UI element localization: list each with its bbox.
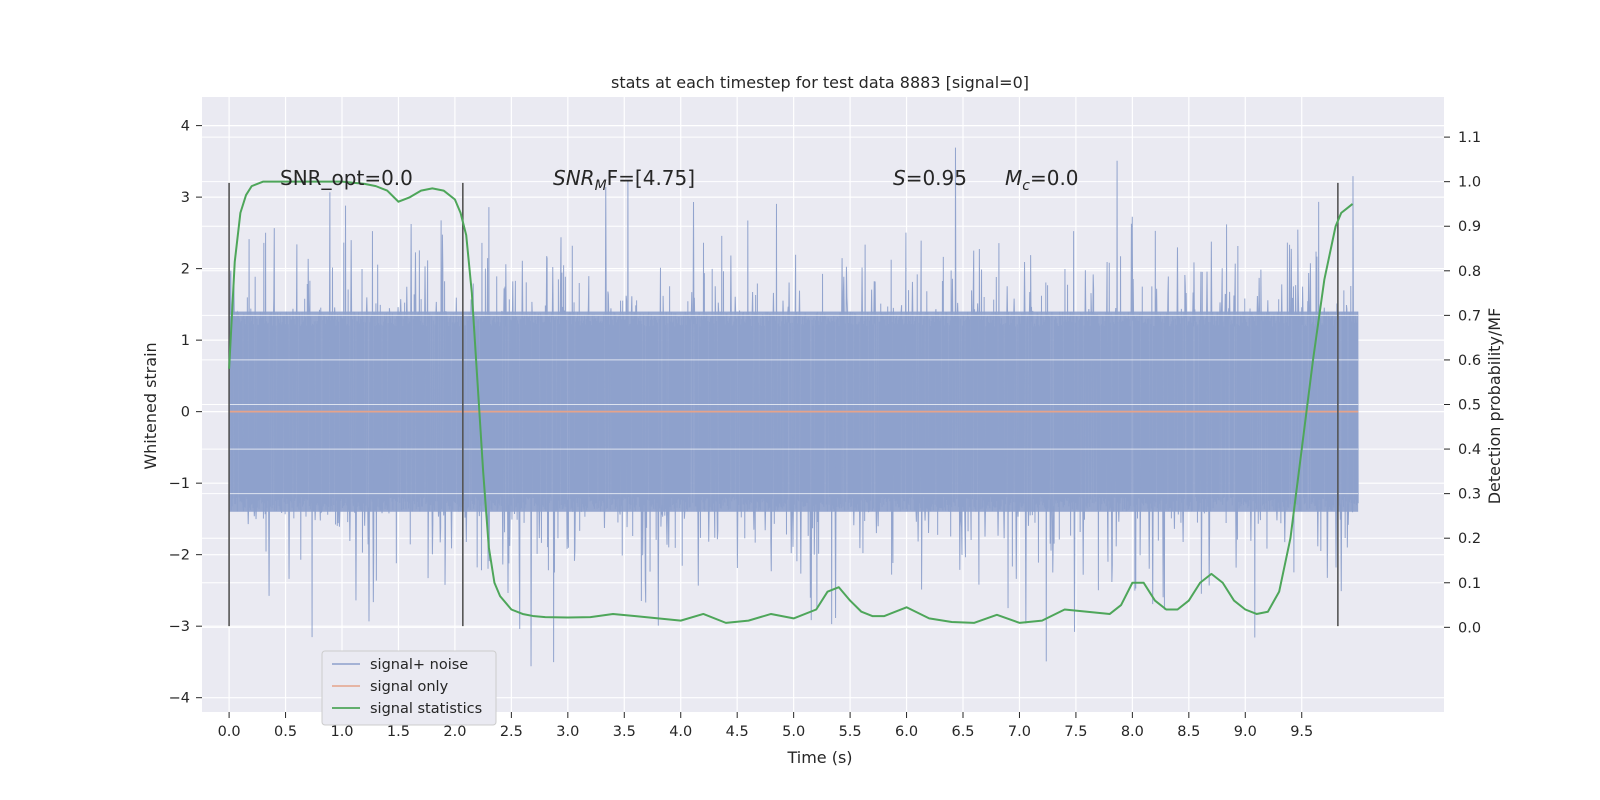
y-tick-label: 3 xyxy=(181,190,190,206)
x-tick-label: 8.0 xyxy=(1121,724,1144,740)
y-tick-label: −2 xyxy=(169,548,190,564)
series-signal-statistics xyxy=(228,180,1354,624)
x-tick-label: 4.5 xyxy=(726,724,749,740)
x-tick-label: 6.5 xyxy=(951,724,974,740)
y2-tick-label: 0.4 xyxy=(1458,442,1481,458)
y-axis-label: Whitened strain xyxy=(141,342,160,469)
x-tick-label: 0.5 xyxy=(274,724,297,740)
vertical-markers xyxy=(228,182,1339,627)
annotation-snr-mf-rest: F=[4.75] xyxy=(607,166,695,190)
y2-tick-label: 0.0 xyxy=(1458,620,1481,636)
y2-tick-label: 0.9 xyxy=(1458,219,1481,235)
x-tick-label: 0.0 xyxy=(218,724,241,740)
legend-label-signal-only: signal only xyxy=(370,679,449,695)
y2-tick-label: 0.1 xyxy=(1458,576,1481,592)
x-tick-label: 7.0 xyxy=(1008,724,1031,740)
legend-label-signal-statistics: signal statistics xyxy=(370,701,482,717)
annotation-s-main: S xyxy=(893,166,906,190)
x-tick-label: 3.5 xyxy=(613,724,636,740)
y2-tick-label: 0.7 xyxy=(1458,308,1481,324)
legend-box xyxy=(321,650,497,726)
x-axis-ticks: 0.0 0.5 1.0 1.5 2.0 2.5 3.0 3.5 4.0 4.5 5.0 5.5 6.0 6… xyxy=(218,712,1313,740)
x-tick-label: 7.5 xyxy=(1064,724,1087,740)
x-tick-label: 3.0 xyxy=(556,724,579,740)
x-tick-label: 2.0 xyxy=(443,724,466,740)
y-tick-label: 2 xyxy=(181,262,190,278)
x-axis-label: Time (s) xyxy=(786,748,852,767)
annotation-snr-mf-sub: M xyxy=(595,178,607,194)
y-tick-label: 4 xyxy=(181,119,190,135)
y2-tick-label: 0.5 xyxy=(1458,398,1481,414)
y-axis-ticks: 4 3 2 1 0 −1 −2 −3 −4 xyxy=(169,119,202,707)
y2-axis-ticks: 1.1 1.0 0.9 0.8 0.7 0.6 0.5 0.4 0.3 0.2 0.1 0.0 xyxy=(1444,130,1481,636)
y2-tick-label: 0.2 xyxy=(1458,531,1481,547)
annotation-mc: Mc=0.0 xyxy=(1005,166,1079,194)
legend: signal+ noise signal only signal statist… xyxy=(321,650,497,726)
x-tick-label: 5.5 xyxy=(839,724,862,740)
y-tick-label: 0 xyxy=(181,405,190,421)
annotation-snr-mf: SNRMF=[4.75] xyxy=(553,166,695,194)
x-tick-label: 1.5 xyxy=(387,724,410,740)
annotation-mc-sub: c xyxy=(1022,178,1030,194)
y-tick-label: 1 xyxy=(181,333,190,349)
x-tick-label: 8.5 xyxy=(1177,724,1200,740)
x-tick-label: 4.0 xyxy=(669,724,692,740)
y-tick-label: −3 xyxy=(169,619,190,635)
x-tick-label: 2.5 xyxy=(500,724,523,740)
y2-tick-label: 0.3 xyxy=(1458,487,1481,503)
y2-tick-label: 1.1 xyxy=(1458,130,1481,146)
x-tick-label: 6.0 xyxy=(895,724,918,740)
annotation-s: S=0.95 xyxy=(893,166,967,190)
y2-tick-label: 1.0 xyxy=(1458,175,1481,191)
y-tick-label: −1 xyxy=(169,476,190,492)
chart-title: stats at each timestep for test data 888… xyxy=(611,73,1029,92)
annotation-snr-opt: SNR_opt=0.0 xyxy=(280,166,413,190)
annotation-s-rest: =0.95 xyxy=(906,166,967,190)
annotation-snr-mf-main: SNR xyxy=(553,166,595,190)
x-tick-label: 9.0 xyxy=(1234,724,1257,740)
signal-statistics-line xyxy=(228,180,1354,624)
y2-tick-label: 0.6 xyxy=(1458,353,1481,369)
annotation-mc-rest: =0.0 xyxy=(1030,166,1079,190)
y2-tick-label: 0.8 xyxy=(1458,264,1481,280)
y2-axis-label: Detection probability/MF xyxy=(1485,308,1504,505)
x-tick-label: 5.0 xyxy=(782,724,805,740)
x-tick-label: 9.5 xyxy=(1290,724,1313,740)
x-tick-label: 1.0 xyxy=(330,724,353,740)
y-tick-label: −4 xyxy=(169,691,190,707)
annotation-mc-main: M xyxy=(1005,166,1022,190)
legend-label-signal-plus-noise: signal+ noise xyxy=(370,657,468,673)
